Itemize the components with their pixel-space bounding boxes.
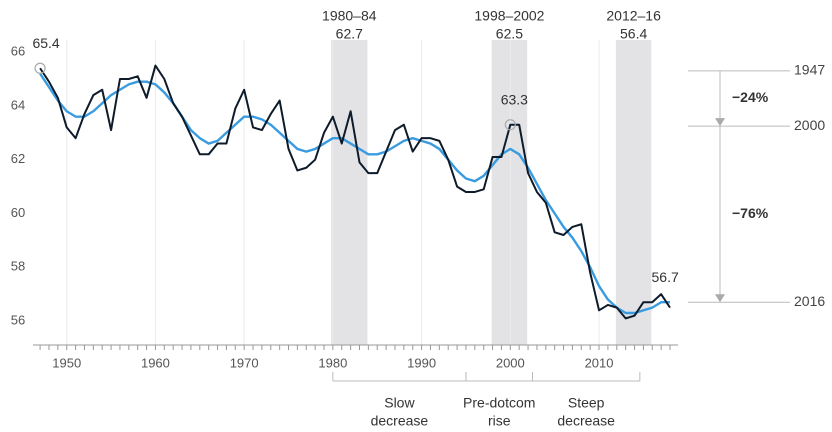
band-label: 1980–84 bbox=[322, 8, 377, 24]
reference-label: 1947 bbox=[794, 62, 825, 78]
period-label: Slow bbox=[384, 395, 415, 411]
highlight-band bbox=[491, 40, 528, 345]
reference-label: 2016 bbox=[794, 293, 825, 309]
data-line bbox=[39, 64, 671, 320]
arrow-head bbox=[715, 118, 725, 127]
band-label: 1998–2002 bbox=[474, 8, 544, 24]
change-label: −76% bbox=[732, 205, 769, 221]
reference-label: 2000 bbox=[794, 117, 825, 133]
y-tick-label: 64 bbox=[11, 97, 25, 112]
x-tick-label: 1960 bbox=[141, 355, 170, 370]
annotation-label: 63.3 bbox=[501, 91, 528, 107]
x-tick-label: 1990 bbox=[407, 355, 436, 370]
annotation-circle bbox=[504, 119, 516, 131]
x-tick-label: 1970 bbox=[230, 355, 259, 370]
x-tick-label: 2010 bbox=[585, 355, 614, 370]
x-tick-label: 1950 bbox=[52, 355, 81, 370]
band-value: 62.5 bbox=[496, 26, 523, 42]
band-value: 62.7 bbox=[336, 26, 363, 42]
period-label: decrease bbox=[371, 413, 429, 429]
band-label: 2012–16 bbox=[606, 8, 661, 24]
x-tick-label: 1980 bbox=[318, 355, 347, 370]
annotation-label: 56.7 bbox=[652, 269, 679, 285]
period-label: Steep bbox=[568, 395, 605, 411]
highlight-band bbox=[331, 40, 368, 345]
period-label: decrease bbox=[557, 413, 615, 429]
change-label: −24% bbox=[732, 89, 769, 105]
annotation-label: 65.4 bbox=[32, 35, 59, 51]
x-tick-label: 2000 bbox=[496, 355, 525, 370]
y-tick-label: 62 bbox=[11, 151, 25, 166]
period-label: Pre-dotcom bbox=[463, 395, 535, 411]
y-tick-label: 60 bbox=[11, 205, 25, 220]
y-tick-label: 56 bbox=[11, 313, 25, 328]
data-line bbox=[39, 72, 671, 315]
highlight-band bbox=[615, 40, 652, 345]
y-tick-label: 58 bbox=[11, 259, 25, 274]
period-label: rise bbox=[488, 413, 511, 429]
annotation-circle bbox=[34, 62, 46, 74]
band-value: 56.4 bbox=[620, 26, 647, 42]
y-tick-label: 66 bbox=[11, 44, 25, 59]
arrow-head bbox=[715, 294, 725, 303]
